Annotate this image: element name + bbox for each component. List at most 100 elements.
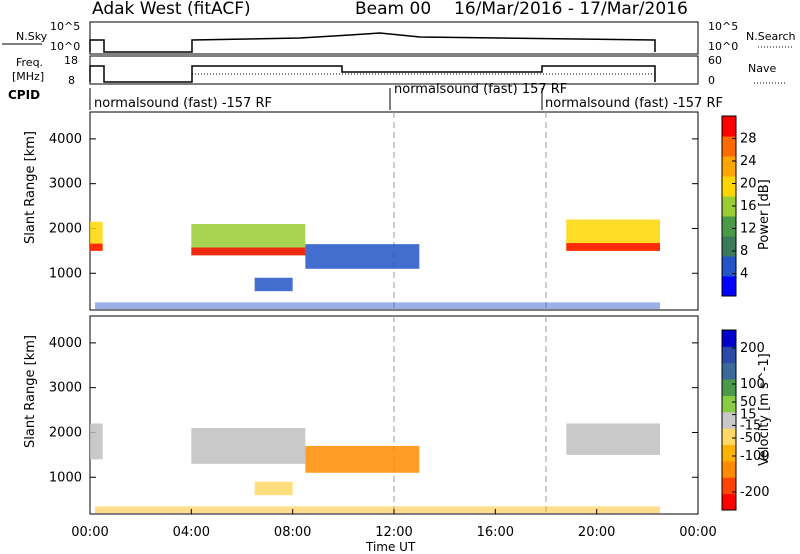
site-title: Adak West (fitACF) (92, 0, 251, 19)
colorbar-segment (722, 428, 736, 446)
power-colorbar-label: Power [dB] (757, 179, 772, 250)
nave-label: Nave (748, 62, 776, 75)
colorbar-segment (722, 236, 736, 257)
nsky-panel: N.Sky 10^5 10^0 10^5 10^0 N.Search (2, 20, 796, 55)
y-tick-label: 2000 (49, 221, 82, 236)
freq-trace (89, 65, 656, 83)
colorbar-tick-label: -200 (740, 485, 770, 500)
y-tick-label: 4000 (49, 132, 82, 147)
nsearch-tick-bottom: 10^0 (708, 40, 738, 53)
colorbar-tick-label: 20 (740, 177, 757, 192)
colorbar-tick-label: 15 (740, 408, 757, 423)
colorbar-segment (722, 493, 736, 511)
cpid-row: CPID normalsound (fast) -157 RF normalso… (8, 82, 723, 111)
freq-tick-bottom: 8 (68, 74, 75, 87)
scatter-band-core (90, 243, 103, 251)
x-tick-label: 04:00 (173, 525, 210, 540)
colorbar-segment (722, 176, 736, 197)
scatter-band (566, 423, 660, 455)
colorbar-tick-label: -50 (740, 431, 761, 446)
nave-tick-bottom: 0 (708, 74, 715, 87)
colorbar-tick-label: 24 (740, 154, 757, 169)
scatter-band (305, 244, 420, 269)
colorbar-segment (722, 477, 736, 495)
x-tick-label: 00:00 (679, 525, 716, 540)
colorbar-tick-label: 50 (740, 395, 757, 410)
scatter-band-core (566, 243, 660, 251)
colorbar-segment (722, 346, 736, 364)
colorbar-tick-label: 8 (740, 244, 748, 259)
colorbar-tick-label: -15 (740, 418, 761, 433)
x-tick-label: 16:00 (477, 525, 514, 540)
scatter-band (191, 427, 306, 464)
power-frame (89, 111, 699, 311)
x-tick-label: 20:00 (578, 525, 615, 540)
cpid-segment-1: normalsound (fast) -157 RF (94, 96, 272, 111)
beam-label: Beam 00 (355, 0, 431, 19)
colorbar-segment (722, 444, 736, 462)
velocity-frame (89, 315, 699, 515)
y-tick-label: 1000 (49, 470, 82, 485)
colorbar-segment (722, 362, 736, 380)
x-axis-label: Time UT (365, 540, 416, 554)
cpid-segment-2: normalsound (fast) 157 RF (394, 82, 567, 97)
near-range-scatter (95, 302, 661, 310)
freq-label-2: [MHz] (12, 70, 44, 83)
power-colorbar: Power [dB] 4 8 12 16 20 24 28 (721, 115, 772, 297)
colorbar-segment (722, 196, 736, 217)
nsearch-label: N.Search (746, 30, 796, 43)
freq-panel: Freq. [MHz] 18 8 60 0 Nave (12, 54, 786, 87)
near-range-scatter (95, 506, 661, 514)
nsky-tick-top: 10^5 (50, 20, 80, 33)
nsky-label: N.Sky (16, 30, 48, 43)
x-tick-label: 12:00 (375, 525, 412, 540)
x-tick-label: 00:00 (71, 525, 108, 540)
scatter-band (254, 277, 293, 292)
colorbar-segment (722, 116, 736, 137)
nave-tick-top: 60 (708, 54, 722, 67)
colorbar-tick-label: 16 (740, 199, 757, 214)
colorbar-tick-label: -100 (740, 449, 770, 464)
colorbar-segment (722, 216, 736, 237)
nsky-tick-bottom: 10^0 (50, 40, 80, 53)
colorbar-tick-label: 4 (740, 267, 748, 282)
velocity-ylabel: Slant Range [km] (23, 335, 38, 448)
colorbar-tick-label: 12 (740, 222, 757, 237)
scatter-band (254, 481, 293, 496)
colorbar-frame (721, 329, 737, 511)
power-panel: Slant Range [km] 1000 2000 3000 4000 (23, 111, 699, 311)
colorbar-tick-label: 200 (740, 341, 765, 356)
scatter-band (305, 445, 420, 473)
colorbar-segment (722, 395, 736, 413)
colorbar-segment (722, 411, 736, 429)
x-tick-label: 08:00 (274, 525, 311, 540)
colorbar-segment (722, 460, 736, 478)
y-tick-label: 2000 (49, 425, 82, 440)
colorbar-segment (722, 276, 736, 297)
y-tick-label: 4000 (49, 336, 82, 351)
freq-frame (89, 55, 699, 85)
scatter-band (90, 423, 103, 460)
x-axis: Time UT 00:00 04:00 08:00 12:00 16:00 20:00 00… (71, 509, 717, 554)
cpid-segment-3: normalsound (fast) -157 RF (545, 96, 723, 111)
colorbar-tick-label: 28 (740, 132, 757, 147)
power-ylabel: Slant Range [km] (23, 131, 38, 244)
y-tick-label: 3000 (49, 381, 82, 396)
scatter-band (90, 221, 103, 251)
nsky-frame (89, 21, 699, 55)
velocity-panel: Slant Range [km] 1000 2000 3000 4000 (23, 315, 699, 515)
colorbar-segment (722, 156, 736, 177)
colorbar-tick-label: 100 (740, 377, 765, 392)
colorbar-segment (722, 136, 736, 157)
y-tick-label: 1000 (49, 266, 82, 281)
colorbar-segment (722, 256, 736, 277)
cpid-label: CPID (8, 88, 40, 102)
velocity-colorbar-label: Velocity [m s^-1] (757, 353, 772, 466)
y-tick-label: 3000 (49, 177, 82, 192)
nsearch-tick-top: 10^5 (708, 20, 738, 33)
nsky-trace (89, 32, 656, 53)
colorbar-segment (722, 379, 736, 396)
freq-tick-top: 18 (64, 54, 78, 67)
